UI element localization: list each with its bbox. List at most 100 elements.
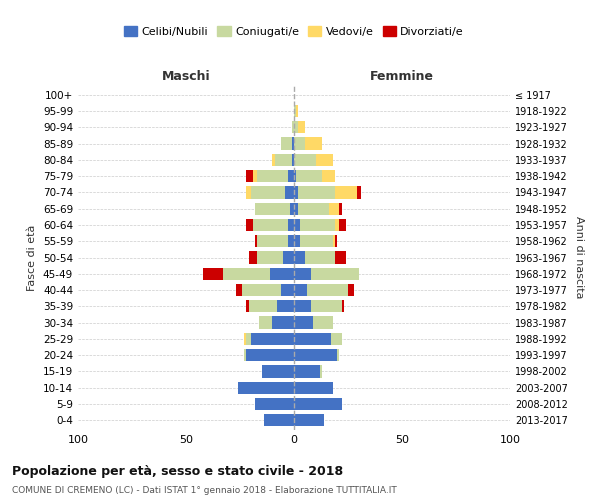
Bar bbox=[248, 300, 277, 312]
Bar bbox=[251, 333, 294, 345]
Bar bbox=[301, 235, 333, 248]
Bar bbox=[320, 366, 322, 378]
Bar bbox=[294, 202, 298, 215]
Bar bbox=[287, 219, 294, 231]
Bar bbox=[348, 284, 355, 296]
Bar bbox=[333, 235, 335, 248]
Bar bbox=[298, 202, 329, 215]
Bar bbox=[294, 121, 298, 134]
Bar bbox=[251, 186, 286, 198]
Bar bbox=[294, 138, 305, 149]
Bar bbox=[316, 154, 333, 166]
Bar bbox=[275, 154, 292, 166]
Bar bbox=[294, 284, 307, 296]
Bar bbox=[341, 300, 344, 312]
Bar bbox=[270, 268, 294, 280]
Bar bbox=[287, 170, 294, 182]
Bar bbox=[259, 316, 272, 328]
Bar bbox=[203, 268, 223, 280]
Bar bbox=[281, 284, 294, 296]
Bar bbox=[331, 333, 341, 345]
Bar bbox=[257, 170, 287, 182]
Bar bbox=[335, 219, 340, 231]
Bar bbox=[292, 138, 294, 149]
Bar bbox=[311, 268, 359, 280]
Bar bbox=[294, 170, 296, 182]
Bar bbox=[253, 219, 287, 231]
Bar bbox=[294, 333, 331, 345]
Bar bbox=[294, 414, 324, 426]
Bar bbox=[236, 284, 242, 296]
Bar bbox=[305, 138, 322, 149]
Bar bbox=[294, 398, 341, 410]
Text: Femmine: Femmine bbox=[370, 70, 434, 84]
Bar bbox=[255, 398, 294, 410]
Text: COMUNE DI CREMENO (LC) - Dati ISTAT 1° gennaio 2018 - Elaborazione TUTTITALIA.IT: COMUNE DI CREMENO (LC) - Dati ISTAT 1° g… bbox=[12, 486, 397, 495]
Bar bbox=[238, 382, 294, 394]
Bar bbox=[247, 186, 251, 198]
Bar bbox=[294, 366, 320, 378]
Text: Maschi: Maschi bbox=[161, 70, 211, 84]
Bar bbox=[255, 202, 290, 215]
Bar bbox=[313, 316, 333, 328]
Bar bbox=[247, 300, 248, 312]
Bar bbox=[294, 382, 333, 394]
Bar bbox=[257, 252, 283, 264]
Bar bbox=[294, 268, 311, 280]
Bar bbox=[340, 219, 346, 231]
Bar bbox=[294, 349, 337, 361]
Y-axis label: Anni di nascita: Anni di nascita bbox=[574, 216, 584, 298]
Bar bbox=[337, 349, 340, 361]
Bar bbox=[294, 219, 301, 231]
Bar bbox=[290, 202, 294, 215]
Bar bbox=[277, 300, 294, 312]
Bar bbox=[305, 252, 335, 264]
Bar bbox=[223, 268, 270, 280]
Bar bbox=[272, 154, 275, 166]
Bar bbox=[264, 414, 294, 426]
Bar bbox=[281, 138, 292, 149]
Bar bbox=[298, 186, 335, 198]
Bar bbox=[253, 170, 257, 182]
Bar bbox=[247, 349, 294, 361]
Bar bbox=[296, 105, 298, 117]
Bar bbox=[294, 252, 305, 264]
Bar bbox=[307, 284, 348, 296]
Bar bbox=[242, 284, 281, 296]
Bar bbox=[292, 154, 294, 166]
Bar bbox=[255, 235, 257, 248]
Bar bbox=[247, 333, 251, 345]
Bar bbox=[294, 154, 316, 166]
Bar bbox=[244, 333, 247, 345]
Bar bbox=[248, 252, 257, 264]
Bar bbox=[298, 121, 305, 134]
Bar bbox=[311, 300, 341, 312]
Bar bbox=[340, 202, 341, 215]
Bar bbox=[292, 121, 294, 134]
Y-axis label: Fasce di età: Fasce di età bbox=[28, 224, 37, 290]
Bar bbox=[356, 186, 361, 198]
Bar bbox=[272, 316, 294, 328]
Legend: Celibi/Nubili, Coniugati/e, Vedovi/e, Divorziati/e: Celibi/Nubili, Coniugati/e, Vedovi/e, Di… bbox=[119, 22, 469, 41]
Bar bbox=[301, 219, 335, 231]
Bar bbox=[296, 170, 322, 182]
Bar bbox=[286, 186, 294, 198]
Bar bbox=[244, 349, 247, 361]
Bar bbox=[329, 202, 340, 215]
Bar bbox=[283, 252, 294, 264]
Bar bbox=[287, 235, 294, 248]
Bar bbox=[294, 316, 313, 328]
Bar bbox=[247, 170, 253, 182]
Bar bbox=[322, 170, 335, 182]
Bar bbox=[335, 235, 337, 248]
Bar bbox=[335, 252, 346, 264]
Bar bbox=[257, 235, 287, 248]
Bar bbox=[294, 105, 296, 117]
Text: Popolazione per età, sesso e stato civile - 2018: Popolazione per età, sesso e stato civil… bbox=[12, 464, 343, 477]
Bar bbox=[247, 219, 253, 231]
Bar bbox=[262, 366, 294, 378]
Bar bbox=[294, 235, 301, 248]
Bar bbox=[294, 186, 298, 198]
Bar bbox=[335, 186, 356, 198]
Bar bbox=[294, 300, 311, 312]
